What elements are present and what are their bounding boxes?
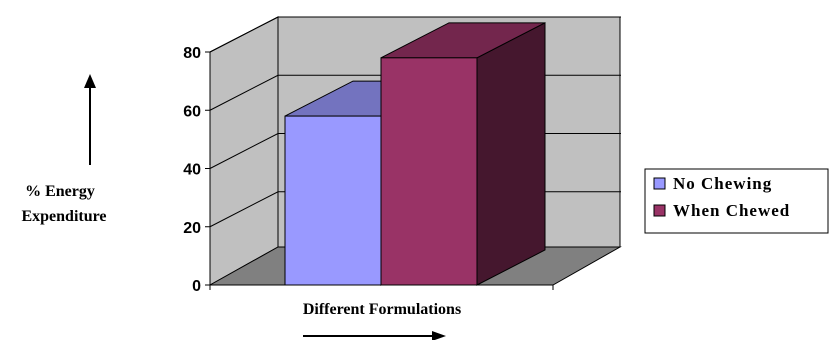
y-tick-label: 60 (183, 103, 201, 120)
y-tick-label: 20 (183, 220, 201, 237)
y-axis-label-line1: % Energy (25, 183, 95, 200)
x-axis-label: Different Formulations (303, 301, 461, 318)
legend-swatch (654, 178, 665, 189)
bar-when-chewed (381, 23, 545, 285)
y-direction-arrow-icon (84, 74, 96, 88)
bar-front-face (381, 58, 477, 285)
y-axis-label-line2: Expenditure (21, 208, 106, 225)
y-tick-label: 0 (192, 278, 201, 295)
x-direction-arrow-icon (432, 331, 446, 340)
y-tick-label: 40 (183, 162, 201, 179)
legend-label: When Chewed (673, 201, 790, 220)
legend-swatch (654, 205, 665, 216)
y-tick-label: 80 (183, 45, 201, 62)
y-ticks: 0 20 40 60 80 (183, 45, 210, 295)
bar-front-face (285, 116, 381, 285)
legend-label: No Chewing (673, 174, 772, 193)
bar-side-face (477, 23, 545, 285)
